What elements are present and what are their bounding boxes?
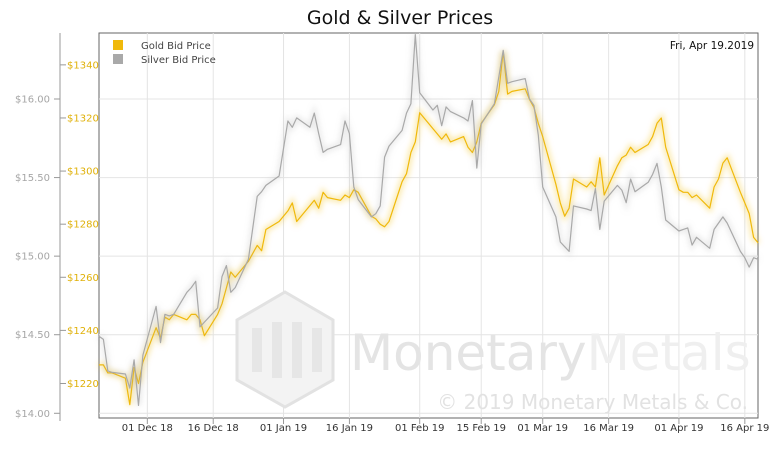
right-tick-label: $1280 (67, 220, 99, 231)
legend: Gold Bid Price Silver Bid Price (113, 40, 216, 66)
series-lines (97, 33, 760, 406)
chart-title: Gold & Silver Prices (307, 7, 493, 29)
watermark-copyright: © 2019 Monetary Metals & Co. (437, 390, 748, 414)
x-tick-label: 01 Feb 19 (395, 423, 445, 434)
watermark-logo-icon (235, 290, 335, 409)
x-tick-label: 01 Jan 19 (260, 423, 307, 434)
series-line-gold (99, 50, 759, 406)
right-tick-label: $1260 (67, 273, 99, 284)
legend-label-gold: Gold Bid Price (141, 41, 211, 52)
x-axis-ticks: 01 Dec 18 16 Dec 18 01 Jan 19 16 Jan 19 01 F… (122, 418, 769, 434)
right-tick-label: $1320 (67, 113, 99, 124)
left-tick-label: $15.50 (15, 173, 50, 184)
left-tick-label: $16.00 (15, 95, 50, 106)
x-tick-label: 15 Feb 19 (456, 423, 506, 434)
watermark-brand-left: Monetary (350, 324, 587, 382)
left-tick-label: $14.50 (15, 330, 50, 341)
x-tick-label: 16 Jan 19 (326, 423, 373, 434)
x-tick-label: 01 Mar 19 (517, 423, 568, 434)
watermark-brand-right: Metals (587, 324, 751, 382)
legend-label-silver: Silver Bid Price (141, 55, 216, 66)
x-tick-label: 01 Dec 18 (122, 423, 173, 434)
plot-area (98, 32, 759, 419)
legend-swatch-gold (113, 40, 123, 50)
left-tick-label: $14.00 (15, 409, 50, 420)
svg-text:MonetaryMetals: MonetaryMetals (350, 324, 751, 382)
date-label: Fri, Apr 19.2019 (670, 40, 754, 52)
series-line-silver (98, 33, 759, 406)
x-tick-label: 16 Dec 18 (188, 423, 239, 434)
watermark: MonetaryMetals © 2019 Monetary Metals & … (235, 290, 751, 414)
right-axis-ticks: $1220 $1240 $1260 $1280 $1300 $1320 $1340 (60, 60, 99, 390)
right-tick-label: $1220 (67, 379, 99, 390)
right-tick-label: $1340 (67, 60, 99, 71)
left-axis-ticks: $14.00 $14.50 $15.00 $15.50 $16.00 (15, 33, 61, 421)
legend-swatch-silver (113, 54, 123, 64)
x-tick-label: 16 Apr 19 (720, 423, 769, 434)
left-tick-label: $15.00 (15, 252, 50, 263)
x-tick-label: 16 Mar 19 (583, 423, 634, 434)
right-tick-label: $1240 (67, 326, 99, 337)
x-tick-label: 01 Apr 19 (654, 423, 703, 434)
right-tick-label: $1300 (67, 167, 99, 178)
